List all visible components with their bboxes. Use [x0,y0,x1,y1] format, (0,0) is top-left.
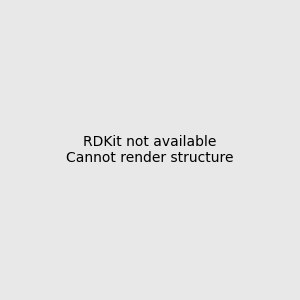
Text: RDKit not available
Cannot render structure: RDKit not available Cannot render struct… [66,135,234,165]
